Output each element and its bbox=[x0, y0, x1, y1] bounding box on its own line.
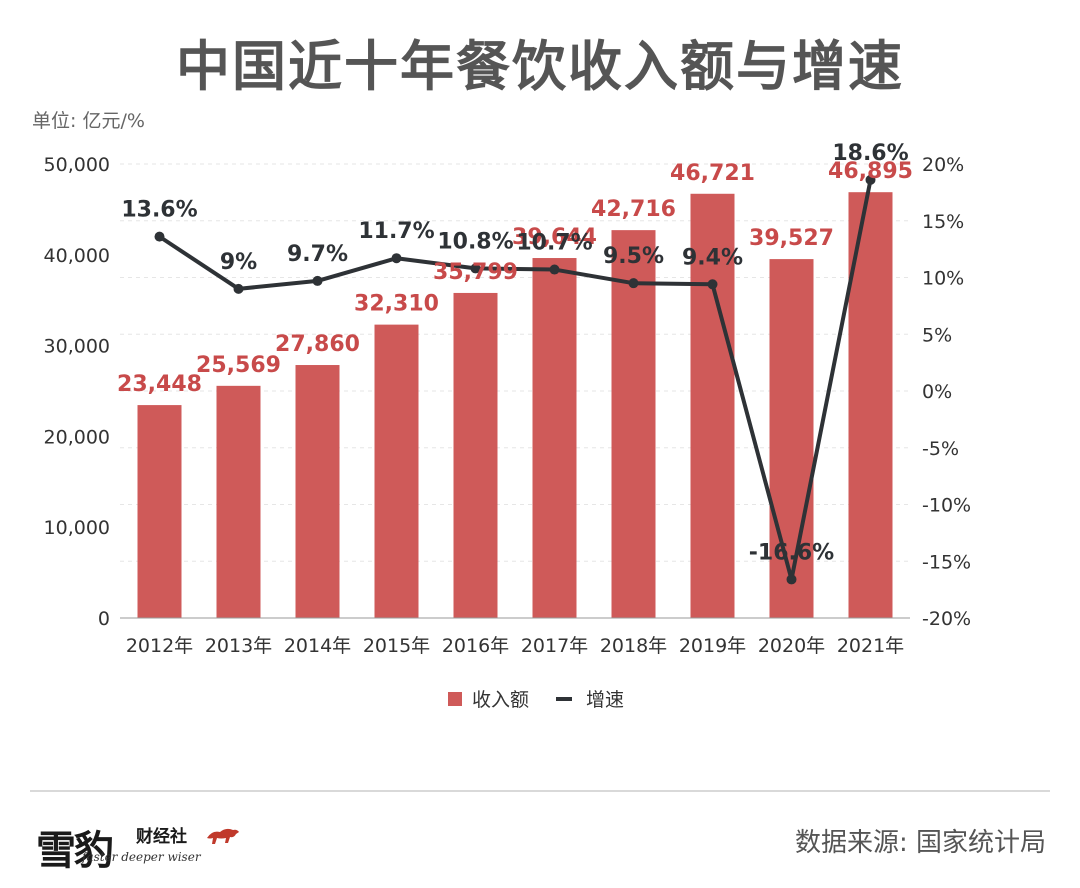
x-tick-label: 2014年 bbox=[284, 635, 351, 657]
right-tick-label: -15% bbox=[922, 551, 971, 573]
leopard-icon bbox=[207, 828, 239, 844]
growth-point-2016年 bbox=[470, 263, 481, 274]
x-tick-label: 2020年 bbox=[758, 635, 825, 657]
footer-divider bbox=[30, 790, 1050, 792]
x-tick-label: 2021年 bbox=[837, 635, 904, 657]
bar-2016年 bbox=[453, 292, 498, 618]
bar-value-label: 39,644 bbox=[512, 225, 597, 250]
left-tick-label: 10,000 bbox=[44, 517, 110, 539]
chart-title: 中国近十年餐饮收入额与增速 bbox=[176, 35, 904, 98]
growth-point-2021年 bbox=[865, 174, 876, 185]
bar-value-label: 46,895 bbox=[828, 159, 913, 184]
x-tick-label: 2017年 bbox=[521, 635, 588, 657]
left-tick-label: 0 bbox=[98, 608, 110, 630]
x-tick-label: 2018年 bbox=[600, 635, 667, 657]
growth-point-2012年 bbox=[154, 231, 165, 242]
growth-line-path bbox=[158, 179, 873, 582]
growth-value-label: 10.8% bbox=[437, 229, 513, 254]
legend-label-line: 增速 bbox=[586, 689, 624, 711]
growth-value-label: 18.6% bbox=[832, 141, 908, 166]
logo-tagline: faster deeper wiser bbox=[82, 850, 201, 864]
growth-value-label: 9.5% bbox=[603, 244, 664, 269]
bar-value-label: 42,716 bbox=[591, 197, 676, 222]
bar-2017年 bbox=[532, 258, 577, 618]
bar-2013年 bbox=[216, 385, 261, 618]
bar-value-label: 35,799 bbox=[433, 260, 518, 285]
growth-point-2014年 bbox=[312, 275, 323, 286]
left-tick-label: 30,000 bbox=[44, 336, 110, 358]
x-tick-label: 2019年 bbox=[679, 635, 746, 657]
bar-2015年 bbox=[374, 324, 419, 618]
bar-value-label: 25,569 bbox=[196, 353, 281, 378]
growth-value-label: 13.6% bbox=[121, 198, 197, 223]
x-tick-label: 2016年 bbox=[442, 635, 509, 657]
legend-swatch-bar bbox=[448, 692, 462, 706]
left-tick-label: 50,000 bbox=[44, 154, 110, 176]
right-tick-label: -10% bbox=[922, 495, 971, 517]
left-tick-label: 20,000 bbox=[44, 426, 110, 448]
growth-value-label: 9.4% bbox=[682, 245, 743, 270]
left-axis: 0 10,000 20,000 30,000 40,000 50,000 bbox=[44, 154, 110, 630]
growth-value-label: -16.6% bbox=[749, 540, 834, 565]
bars bbox=[137, 192, 893, 618]
growth-point-2017年 bbox=[549, 264, 560, 275]
right-tick-label: -20% bbox=[922, 608, 971, 630]
growth-point-2013年 bbox=[233, 283, 244, 294]
bar-2012年 bbox=[137, 405, 182, 618]
growth-value-label: 11.7% bbox=[358, 219, 434, 244]
x-tick-label: 2012年 bbox=[126, 635, 193, 657]
growth-line bbox=[158, 179, 873, 582]
bar-2020年 bbox=[769, 259, 814, 618]
bar-2014年 bbox=[295, 365, 340, 618]
growth-point-2020年 bbox=[786, 574, 797, 585]
data-source: 数据来源: 国家统计局 bbox=[794, 828, 1046, 858]
bar-value-label: 27,860 bbox=[275, 332, 360, 357]
legend-swatch-line bbox=[556, 697, 572, 701]
growth-point-2018年 bbox=[628, 278, 639, 289]
right-tick-label: 10% bbox=[922, 268, 964, 290]
right-tick-label: 20% bbox=[922, 154, 964, 176]
bar-value-label: 32,310 bbox=[354, 292, 439, 317]
right-tick-label: 0% bbox=[922, 381, 952, 403]
bar-value-label: 23,448 bbox=[117, 372, 202, 397]
right-tick-label: 15% bbox=[922, 211, 964, 233]
growth-point-2019年 bbox=[707, 279, 718, 290]
growth-point-2015年 bbox=[391, 253, 402, 264]
growth-value-labels: 13.6% 9% 9.7% 11.7% 10.8% 10.7% 9.5% 9.4% -16.6%… bbox=[121, 141, 908, 566]
legend-label-bar: 收入额 bbox=[472, 689, 529, 711]
logo-name: 雪豹 bbox=[36, 827, 114, 874]
brand-logo: 雪豹 财经社 faster deeper wiser bbox=[36, 818, 239, 874]
logo-sub: 财经社 bbox=[136, 827, 187, 847]
bar-value-label: 39,527 bbox=[749, 226, 834, 251]
growth-points bbox=[154, 174, 876, 585]
growth-value-label: 9% bbox=[220, 250, 257, 275]
legend: 收入额 增速 bbox=[448, 689, 624, 711]
right-axis: -20% -15% -10% -5% 0% 5% 10% 15% 20% bbox=[922, 154, 971, 630]
x-tick-label: 2015年 bbox=[363, 635, 430, 657]
x-axis: 2012年 2013年 2014年 2015年 2016年 2017年 2018年 2019年… bbox=[120, 617, 910, 657]
unit-label: 单位: 亿元/% bbox=[32, 110, 145, 132]
bar-2018年 bbox=[611, 230, 656, 618]
x-tick-label: 2013年 bbox=[205, 635, 272, 657]
right-tick-label: -5% bbox=[922, 438, 959, 460]
growth-value-label: 9.7% bbox=[287, 242, 348, 267]
bar-2019年 bbox=[690, 193, 735, 618]
right-tick-label: 5% bbox=[922, 324, 952, 346]
growth-value-label: 10.7% bbox=[516, 231, 592, 256]
left-tick-label: 40,000 bbox=[44, 245, 110, 267]
bar-value-label: 46,721 bbox=[670, 161, 755, 186]
